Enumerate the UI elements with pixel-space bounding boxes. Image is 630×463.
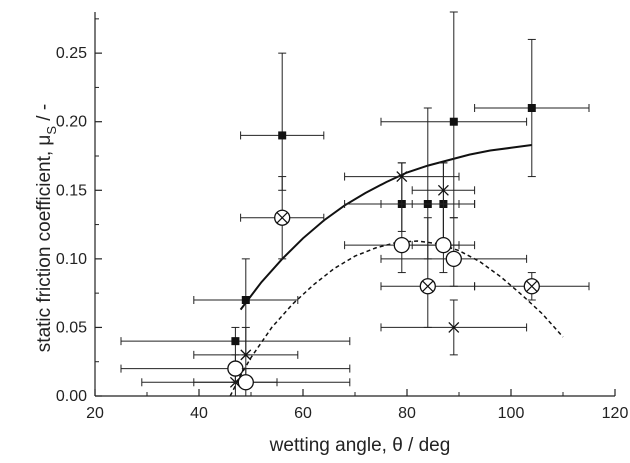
data-point-open-circle xyxy=(120,354,351,383)
circle-x-marker-cross xyxy=(422,280,434,293)
square-marker xyxy=(241,296,250,304)
y-tick-label: 0.25 xyxy=(56,45,87,62)
data-point-filled-square xyxy=(240,52,325,191)
data-point-x xyxy=(344,162,460,205)
y-tick-label: 0.15 xyxy=(56,182,87,199)
axes: 20 40 60 80 100 120 0.00 0.05 0.10 0.15 0.20 0.25 xyxy=(56,12,629,422)
y-tick-label: 0.20 xyxy=(56,114,87,131)
y-tick-label: 0.10 xyxy=(56,251,87,268)
y-axis-label: static friction coefficient, μS / - xyxy=(34,104,59,352)
x-tick-label: 60 xyxy=(294,405,312,422)
x-marker xyxy=(240,349,252,361)
plot-marks xyxy=(120,11,590,397)
data-point-circle-x xyxy=(380,217,476,328)
square-marker xyxy=(278,131,287,140)
square-marker xyxy=(527,104,536,112)
x-tick-label: 100 xyxy=(498,405,525,422)
circle-marker xyxy=(393,236,410,254)
y-axis-label-subscript: S xyxy=(44,126,59,135)
data-point-circle-x xyxy=(240,176,325,260)
y-tick-label: 0.05 xyxy=(56,319,87,336)
circle-marker xyxy=(435,236,452,254)
circle-marker xyxy=(237,374,254,391)
x-marker xyxy=(448,321,460,333)
square-marker xyxy=(231,337,240,346)
x-axis-label: wetting angle, θ / deg xyxy=(269,435,451,456)
square-marker xyxy=(449,117,458,126)
fit-curve-solid xyxy=(239,144,532,311)
data-point-circle-x xyxy=(474,272,590,301)
circle-marker xyxy=(227,360,244,377)
x-tick-label: 120 xyxy=(602,405,629,422)
x-tick-label: 80 xyxy=(398,405,416,422)
y-tick-label: 0.00 xyxy=(56,388,87,405)
data-point-filled-square xyxy=(474,38,590,178)
y-axis-label-main: static friction coefficient, μ xyxy=(34,135,55,353)
circle-x-marker-cross xyxy=(276,211,288,224)
fit-curve-dashed xyxy=(229,240,564,397)
circle-x-marker-cross xyxy=(526,280,538,293)
data-point-open-circle xyxy=(141,368,351,397)
y-axis-label-suffix: / - xyxy=(34,104,55,126)
data-point-filled-square xyxy=(380,11,528,219)
data-point-open-circle xyxy=(380,217,528,287)
circle-marker xyxy=(445,250,462,268)
data-point-open-circle xyxy=(411,203,476,274)
x-tick-label: 40 xyxy=(190,405,208,422)
x-marker xyxy=(396,171,408,183)
x-tick-label: 20 xyxy=(86,405,104,422)
x-marker xyxy=(437,184,449,196)
data-point-x xyxy=(380,299,528,356)
